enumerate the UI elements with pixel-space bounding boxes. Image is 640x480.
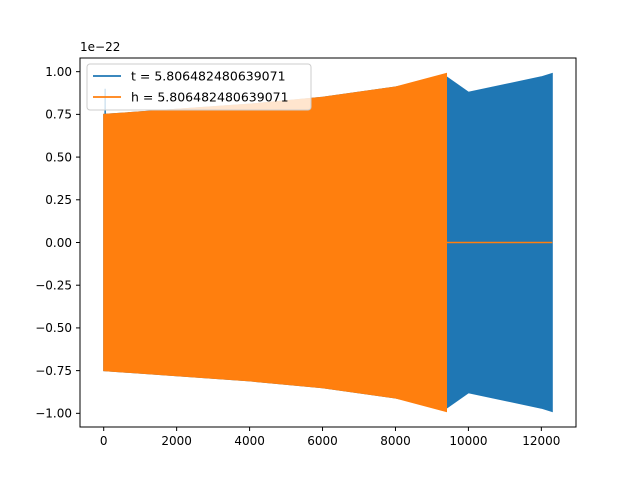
x-axis: 0 2000 4000 6000 8000 10000 12000 [100,427,560,448]
legend-label-h: h = 5.806482480639071 [131,90,289,105]
x-tick-label-3: 6000 [307,434,338,448]
legend: t = 5.806482480639071 h = 5.806482480639… [86,63,312,111]
y-axis: −1.00 −0.75 −0.50 −0.25 0.00 0.25 0.50 0.75 1.00 [35,65,80,421]
x-tick-label-1: 2000 [161,434,192,448]
y-tick-label-1: −0.75 [35,364,72,378]
x-tick-label-0: 0 [100,434,108,448]
y-tick-label-4: 0.00 [45,236,72,250]
x-tick-label-5: 10000 [449,434,487,448]
y-tick-label-5: 0.25 [45,193,72,207]
axis-offset-label: 1e−22 [80,40,120,54]
y-tick-label-6: 0.50 [45,150,72,164]
x-tick-label-2: 4000 [234,434,265,448]
legend-label-t: t = 5.806482480639071 [131,69,286,84]
y-tick-label-8: 1.00 [45,65,72,79]
x-tick-label-6: 12000 [522,434,560,448]
series-layer [103,72,553,413]
series-band-1 [103,72,447,413]
y-tick-label-7: 0.75 [45,108,72,122]
y-tick-label-3: −0.25 [35,279,72,293]
y-tick-label-2: −0.50 [35,321,72,335]
legend-box [86,63,312,111]
y-tick-label-0: −1.00 [35,407,72,421]
x-tick-label-4: 8000 [380,434,411,448]
